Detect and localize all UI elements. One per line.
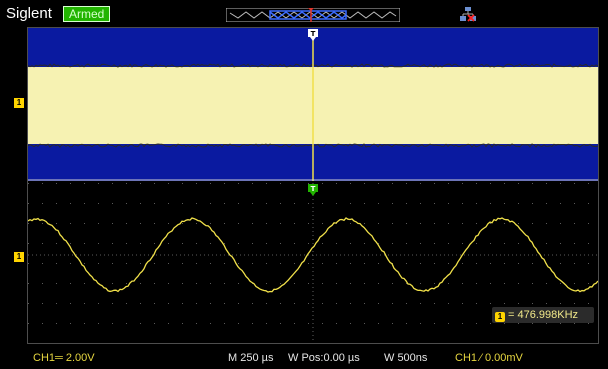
brand-label: Siglent xyxy=(6,5,52,22)
main-timebase[interactable]: M 250 µs xyxy=(228,352,274,364)
title-bar: Siglent Armed xyxy=(0,0,608,28)
acquisition-status-badge: Armed xyxy=(63,6,111,22)
ch1-offset-marker-main[interactable]: 1 xyxy=(14,252,24,262)
memory-position-bar[interactable] xyxy=(226,8,400,22)
waveform-display: T T xyxy=(27,27,599,344)
trigger-position-marker-zoom[interactable]: T xyxy=(307,29,319,41)
svg-text:T: T xyxy=(311,185,316,193)
network-disconnected-icon xyxy=(460,7,476,22)
window-position[interactable]: W Pos:0.00 µs xyxy=(288,352,360,364)
frequency-readout: 1 = 476.998KHz xyxy=(492,307,594,323)
zoom-window-pane xyxy=(28,28,598,181)
svg-text:T: T xyxy=(311,30,316,38)
trigger-position-marker-main[interactable]: T xyxy=(307,184,319,196)
frequency-value: = 476.998KHz xyxy=(508,309,579,321)
status-bar: CH1═ 2.00V M 250 µs W Pos:0.00 µs W 500n… xyxy=(0,346,608,369)
ch1-trace xyxy=(28,217,598,293)
main-waveform-pane xyxy=(28,183,598,343)
window-timebase[interactable]: W 500ns xyxy=(384,352,428,364)
ch1-scale[interactable]: CH1═ 2.00V xyxy=(33,352,95,364)
channel-1-icon: 1 xyxy=(495,312,505,322)
ch1-offset-marker-zoom[interactable]: 1 xyxy=(14,98,24,108)
trigger-info[interactable]: CH1 ⁄ 0.00mV xyxy=(455,352,523,364)
